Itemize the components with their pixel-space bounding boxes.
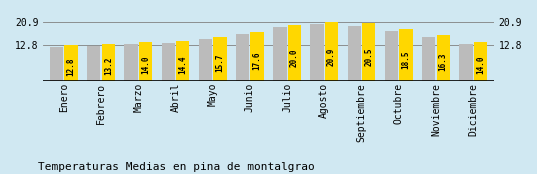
Bar — [64, 45, 78, 81]
Text: 14.4: 14.4 — [178, 55, 187, 74]
Bar — [325, 22, 338, 81]
Text: 20.5: 20.5 — [364, 48, 373, 66]
Bar — [50, 47, 63, 81]
Bar — [437, 35, 450, 81]
Bar — [176, 41, 190, 81]
Bar — [288, 25, 301, 81]
Bar — [273, 27, 287, 81]
Text: 20.0: 20.0 — [290, 48, 299, 67]
Bar — [422, 37, 436, 81]
Bar — [199, 39, 212, 81]
Bar — [347, 26, 361, 81]
Bar — [87, 46, 100, 81]
Text: 12.8: 12.8 — [67, 57, 76, 76]
Bar — [362, 23, 375, 81]
Bar — [385, 31, 398, 81]
Bar — [139, 42, 152, 81]
Bar — [236, 34, 249, 81]
Text: 20.9: 20.9 — [327, 47, 336, 66]
Bar — [310, 25, 324, 81]
Text: Temperaturas Medias en pina de montalgrao: Temperaturas Medias en pina de montalgra… — [38, 162, 314, 172]
Bar — [400, 29, 413, 81]
Bar — [101, 44, 115, 81]
Bar — [124, 44, 137, 81]
Text: 13.2: 13.2 — [104, 57, 113, 75]
Bar — [250, 32, 264, 81]
Bar — [474, 42, 487, 81]
Bar — [162, 43, 175, 81]
Text: 14.0: 14.0 — [476, 56, 485, 74]
Text: 15.7: 15.7 — [215, 54, 224, 72]
Text: 17.6: 17.6 — [252, 51, 262, 70]
Bar — [213, 37, 227, 81]
Bar — [459, 44, 473, 81]
Text: 16.3: 16.3 — [439, 53, 448, 71]
Text: 18.5: 18.5 — [402, 50, 410, 69]
Text: 14.0: 14.0 — [141, 56, 150, 74]
